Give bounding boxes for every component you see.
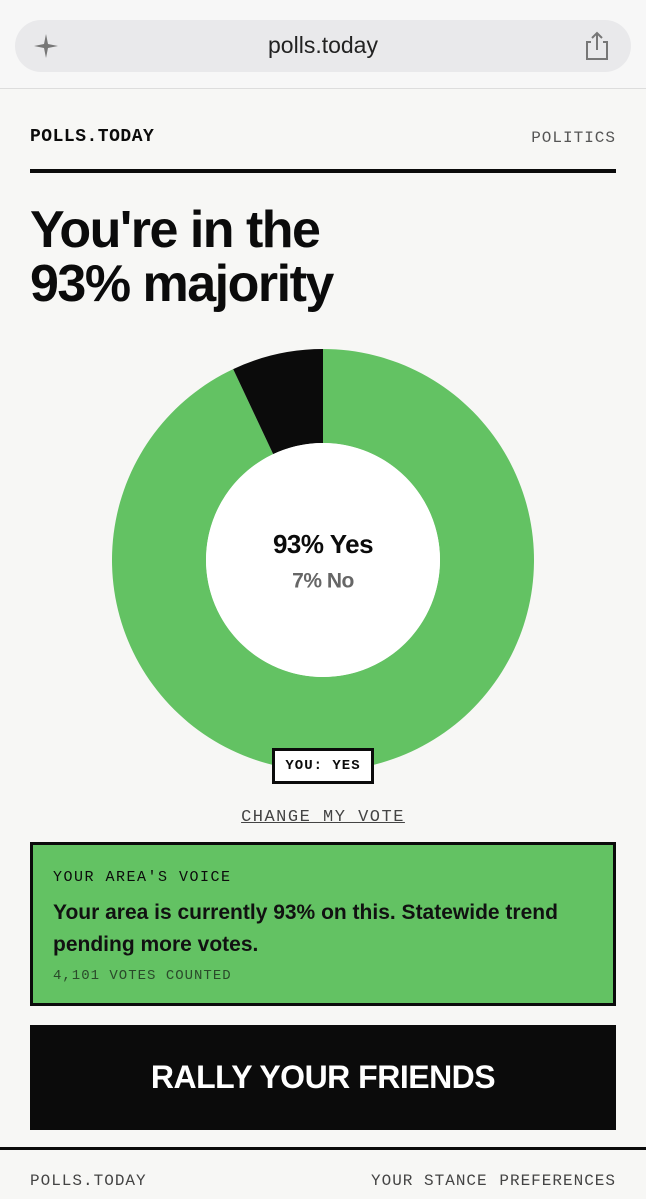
footer-link[interactable]: PREFERENCES [499,1172,616,1190]
donut-slice [112,349,534,770]
center-label: 7% No [292,570,354,593]
rule [30,169,616,173]
brand[interactable]: POLLS.TODAY [30,127,155,147]
footer-link[interactable]: YOUR STANCE [371,1172,488,1190]
footer-brand[interactable]: POLLS.TODAY [30,1172,147,1190]
footer-rule [0,1147,646,1150]
donut-slice [233,349,323,455]
donut-chart: 93% Yes 7% No [112,349,534,770]
area-card: YOUR AREA'S VOICE Your area is currently… [30,842,616,1006]
area-text: Your area is currently 93% on this. Stat… [53,901,558,956]
sparkle-icon[interactable] [30,30,62,62]
change-vote-link[interactable]: CHANGE MY VOTE [241,808,405,827]
vote-badge: YOU: YES [272,748,374,784]
center-label: 93% Yes [273,529,373,559]
vote-count: 4,101 VOTES COUNTED [53,968,232,984]
headline: You're in the 93% majority [30,201,334,313]
donut-hole [206,443,440,677]
section-link[interactable]: POLITICS [531,129,616,147]
share-icon[interactable] [582,30,612,62]
browser-bar: polls.today [0,0,646,89]
address-bar[interactable] [15,20,631,72]
rally-button[interactable]: RALLY YOUR FRIENDS [30,1025,616,1130]
url[interactable]: polls.today [268,32,378,58]
area-label: YOUR AREA'S VOICE [53,869,232,886]
